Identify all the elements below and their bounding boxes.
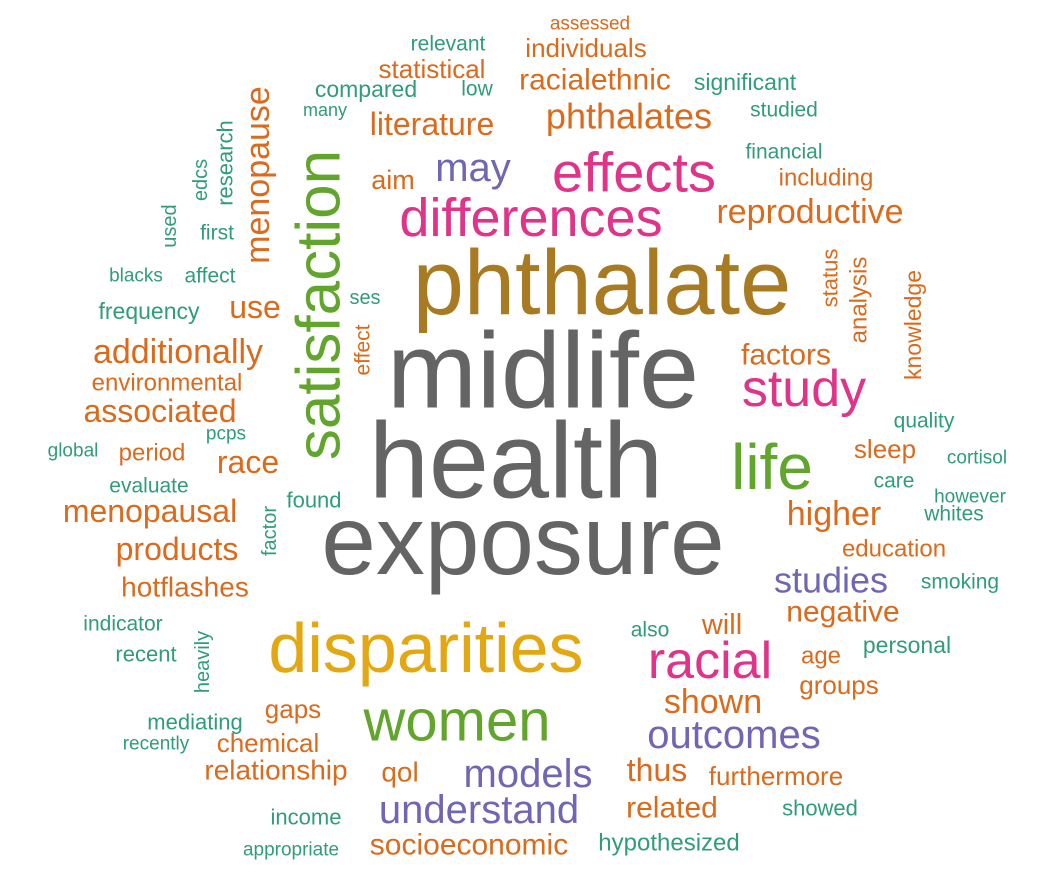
word-education: education (842, 536, 946, 563)
word-edcs: edcs (190, 159, 212, 201)
word-recent: recent (115, 642, 176, 667)
word-hotflashes: hotflashes (121, 572, 249, 603)
word-aim: aim (371, 165, 415, 195)
word-however: however (934, 487, 1006, 508)
word-recently: recently (123, 734, 190, 755)
word-indicator: indicator (83, 613, 162, 636)
word-personal: personal (863, 632, 951, 658)
word-also: also (631, 619, 670, 642)
word-many: many (303, 100, 347, 120)
word-furthermore: furthermore (709, 761, 843, 791)
word-research: research (213, 120, 238, 206)
word-including: including (779, 165, 874, 192)
word-exposure: exposure (321, 485, 724, 595)
word-assessed: assessed (550, 14, 630, 35)
word-pcps: pcps (206, 424, 246, 445)
word-socioeconomic: socioeconomic (370, 829, 568, 862)
word-low: low (461, 78, 493, 101)
word-menopause: menopause (239, 86, 277, 264)
word-cortisol: cortisol (947, 448, 1007, 469)
word-period: period (119, 440, 186, 467)
word-phthalate: phthalate (413, 232, 792, 334)
word-additionally: additionally (93, 333, 263, 371)
word-sleep: sleep (854, 434, 916, 464)
word-phthalates: phthalates (546, 96, 712, 137)
word-effect: effect (352, 324, 375, 375)
word-models: models (464, 752, 593, 796)
word-chemical: chemical (217, 728, 320, 758)
word-associated: associated (84, 393, 237, 429)
word-showed: showed (782, 796, 858, 821)
word-first: first (200, 222, 234, 245)
word-factors: factors (741, 339, 831, 372)
word-health: health (369, 400, 663, 521)
word-age: age (801, 643, 841, 670)
word-environmental: environmental (92, 370, 243, 397)
word-knowledge: knowledge (900, 270, 926, 380)
word-life: life (731, 431, 813, 503)
word-statistical: statistical (379, 54, 486, 84)
word-understand: understand (379, 788, 579, 832)
word-will: will (701, 609, 742, 641)
word-ses: ses (349, 287, 380, 309)
word-effects: effects (552, 141, 716, 204)
word-care: care (874, 470, 915, 493)
word-products: products (116, 531, 239, 567)
word-thus: thus (627, 752, 687, 788)
word-satisfaction: satisfaction (285, 150, 354, 460)
word-used: used (159, 204, 181, 247)
word-racialethnic: racialethnic (519, 64, 671, 97)
word-appropriate: appropriate (243, 840, 339, 861)
word-groups: groups (799, 670, 879, 700)
word-found: found (286, 488, 341, 513)
word-analysis: analysis (846, 257, 873, 344)
word-race: race (217, 444, 279, 480)
word-factor: factor (259, 506, 281, 556)
word-differences: differences (399, 188, 662, 248)
word-disparities: disparities (268, 609, 583, 687)
word-affect: affect (185, 265, 236, 288)
word-financial: financial (745, 141, 822, 164)
word-compared: compared (315, 76, 417, 102)
word-studied: studied (750, 99, 818, 122)
word-evaluate: evaluate (109, 475, 188, 498)
word-study: study (742, 360, 866, 418)
word-higher: higher (787, 495, 882, 533)
word-use: use (229, 289, 281, 325)
word-negative: negative (786, 596, 899, 629)
word-reproductive: reproductive (716, 193, 903, 231)
word-shown: shown (664, 683, 762, 721)
word-whites: whites (923, 503, 984, 526)
word-women: women (363, 689, 551, 754)
word-significant: significant (694, 69, 797, 95)
word-midlife: midlife (387, 310, 699, 431)
word-quality: quality (894, 410, 955, 433)
word-mediating: mediating (147, 710, 242, 735)
word-frequency: frequency (98, 298, 200, 324)
word-relevant: relevant (411, 33, 486, 56)
word-related: related (626, 792, 718, 825)
word-status: status (818, 249, 843, 308)
word-literature: literature (370, 106, 495, 142)
word-gaps: gaps (265, 694, 321, 724)
word-menopausal: menopausal (63, 493, 237, 529)
word-studies: studies (774, 560, 888, 601)
word-relationship: relationship (204, 755, 347, 786)
word-heavily: heavily (192, 631, 214, 693)
word-income: income (271, 805, 342, 830)
word-racial: racial (648, 632, 772, 690)
word-outcomes: outcomes (647, 713, 820, 757)
word-hypothesized: hypothesized (598, 830, 739, 857)
word-qol: qol (381, 757, 418, 788)
word-individuals: individuals (525, 33, 646, 63)
word-smoking: smoking (921, 571, 999, 594)
word-blacks: blacks (109, 266, 163, 287)
word-may: may (435, 146, 511, 190)
word-global: global (48, 441, 99, 462)
